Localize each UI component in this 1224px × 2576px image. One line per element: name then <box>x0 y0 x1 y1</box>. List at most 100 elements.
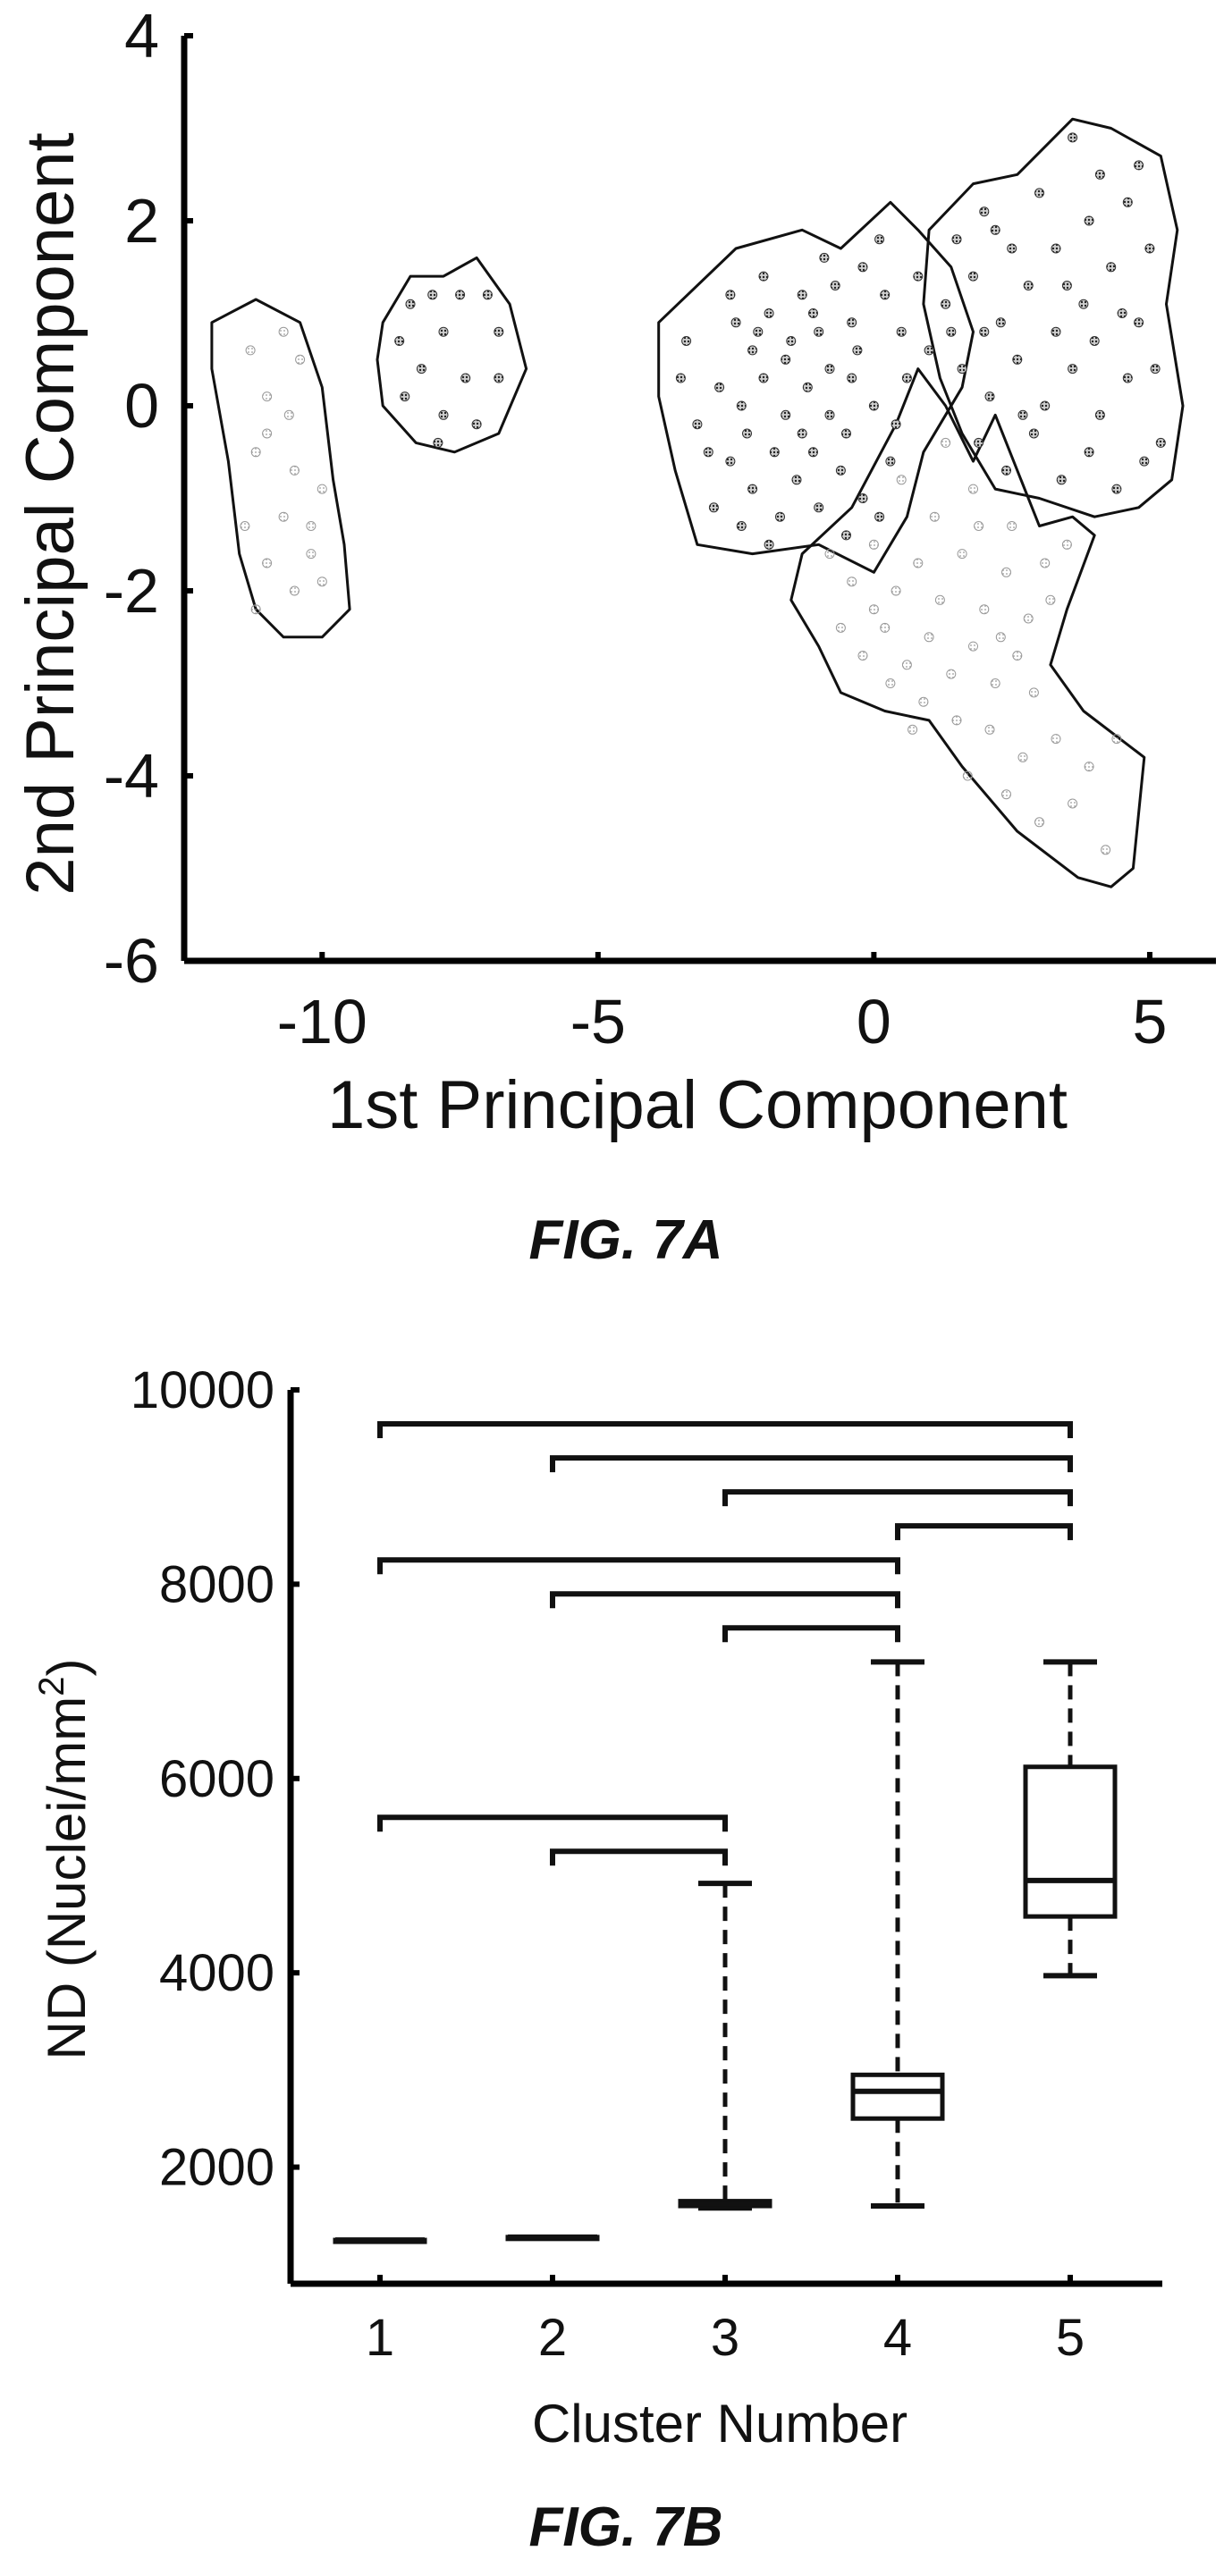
data-point-cluster-2 <box>482 290 493 300</box>
data-point-cluster-3 <box>753 326 764 337</box>
data-point-cluster-3 <box>824 364 835 375</box>
data-point-cluster-4 <box>1051 326 1061 337</box>
data-point-cluster-3 <box>913 271 924 282</box>
significance-bracket-2-5 <box>550 1455 1073 1473</box>
data-point-cluster-5 <box>946 669 957 679</box>
data-point-cluster-5 <box>1068 798 1078 809</box>
data-point-cluster-5 <box>968 484 978 494</box>
data-point-cluster-5 <box>957 549 967 560</box>
data-point-cluster-4 <box>1034 188 1044 198</box>
data-point-cluster-3 <box>808 308 818 318</box>
data-point-cluster-4 <box>1122 373 1133 383</box>
data-point-cluster-3 <box>797 428 807 439</box>
data-point-cluster-5 <box>1028 687 1039 698</box>
data-point-cluster-1 <box>306 521 317 531</box>
data-point-cluster-5 <box>1007 521 1017 531</box>
data-point-cluster-5 <box>847 577 857 587</box>
data-point-cluster-5 <box>857 651 868 661</box>
data-point-cluster-5 <box>1111 734 1122 745</box>
data-point-cluster-4 <box>984 391 995 402</box>
data-point-cluster-4 <box>1111 484 1122 494</box>
box-4 <box>850 2072 945 2121</box>
data-point-cluster-5 <box>934 594 945 605</box>
significance-bracket-2-4 <box>550 1591 900 1609</box>
data-point-cluster-3 <box>896 326 907 337</box>
data-point-cluster-3 <box>868 400 879 411</box>
data-point-cluster-3 <box>730 317 741 328</box>
significance-brackets <box>377 1421 1073 1866</box>
data-point-cluster-3 <box>714 382 725 392</box>
data-point-cluster-5 <box>918 696 929 707</box>
data-point-cluster-4 <box>1089 336 1100 346</box>
data-point-cluster-3 <box>736 521 747 531</box>
data-point-cluster-1 <box>289 465 300 476</box>
data-point-cluster-4 <box>1068 364 1078 375</box>
data-point-cluster-4 <box>1084 447 1094 458</box>
pca-x-tick-label: 0 <box>857 987 891 1056</box>
boxplot-x-tick-label: 4 <box>883 2309 912 2367</box>
boxplot-y-tick-label: 4000 <box>159 1944 274 2002</box>
data-point-cluster-5 <box>1001 789 1011 800</box>
nuclei-density-boxplot: 1 2 3 4 5 10000 8000 6000 4000 2000 Cluster Numb… <box>32 1361 1162 2558</box>
data-point-cluster-1 <box>278 326 289 337</box>
boxplot-y-tick-label: 2000 <box>159 2139 274 2197</box>
data-point-cluster-3 <box>847 317 857 328</box>
data-point-cluster-3 <box>874 234 885 245</box>
boxplot-y-tick-label: 10000 <box>131 1361 274 1419</box>
ylabel-main: ND (Nuclei/mm <box>37 1696 97 2060</box>
data-point-cluster-4 <box>957 364 967 375</box>
boxplot-x-tick-label: 5 <box>1056 2309 1085 2367</box>
data-point-cluster-3 <box>885 456 896 467</box>
data-point-cluster-5 <box>868 539 879 550</box>
significance-bracket-1-5 <box>377 1421 1073 1439</box>
scatter-points <box>240 132 1166 855</box>
data-point-cluster-3 <box>708 502 719 513</box>
boxplot-x-tick-labels: 1 2 3 4 5 <box>366 2309 1085 2367</box>
data-point-cluster-5 <box>885 678 896 688</box>
data-point-cluster-4 <box>974 437 984 448</box>
data-point-cluster-5 <box>1084 762 1094 772</box>
data-point-cluster-2 <box>455 290 466 300</box>
data-point-cluster-4 <box>1051 243 1061 254</box>
data-point-cluster-1 <box>283 409 294 420</box>
data-point-cluster-4 <box>951 234 962 245</box>
cluster-region-2 <box>376 256 528 454</box>
pca-x-tick-label: -10 <box>277 987 367 1056</box>
cluster-region-3 <box>657 200 975 574</box>
data-point-cluster-5 <box>1023 613 1034 624</box>
pca-y-tick-label: -2 <box>104 556 159 626</box>
data-point-cluster-3 <box>786 336 797 346</box>
data-point-cluster-2 <box>438 326 449 337</box>
data-point-cluster-3 <box>703 447 713 458</box>
data-point-cluster-2 <box>471 419 482 430</box>
data-point-cluster-4 <box>1094 409 1105 420</box>
data-point-cluster-1 <box>250 604 261 615</box>
cluster-regions <box>210 117 1185 888</box>
boxplot-y-tick-label: 8000 <box>159 1555 274 1613</box>
pca-x-axis-title: 1st Principal Component <box>327 1067 1068 1143</box>
data-point-cluster-2 <box>494 326 504 337</box>
data-point-cluster-3 <box>747 345 758 356</box>
data-point-cluster-5 <box>1034 817 1044 828</box>
data-point-cluster-1 <box>262 391 273 402</box>
data-point-cluster-3 <box>814 326 824 337</box>
boxplot-x-tick-label: 2 <box>538 2309 567 2367</box>
data-point-cluster-5 <box>1045 594 1056 605</box>
data-point-cluster-4 <box>1084 215 1094 226</box>
data-point-cluster-1 <box>278 511 289 522</box>
data-point-cluster-3 <box>924 345 934 356</box>
data-point-cluster-1 <box>240 521 250 531</box>
data-point-cluster-3 <box>675 373 686 383</box>
data-point-cluster-4 <box>1007 243 1017 254</box>
data-point-cluster-4 <box>1040 400 1051 411</box>
data-point-cluster-3 <box>824 409 835 420</box>
data-point-cluster-5 <box>1101 845 1111 855</box>
data-point-cluster-5 <box>924 632 934 643</box>
data-point-cluster-4 <box>968 271 978 282</box>
data-point-cluster-5 <box>979 604 990 615</box>
data-point-cluster-1 <box>245 345 256 356</box>
data-point-cluster-4 <box>946 326 957 337</box>
cluster-region-4 <box>922 117 1185 518</box>
cluster-region-1 <box>210 298 351 639</box>
